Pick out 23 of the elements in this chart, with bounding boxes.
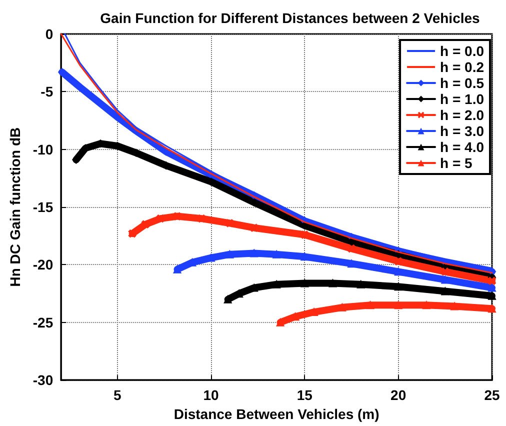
y-tick-label: -5 xyxy=(40,84,54,100)
x-tick-label: 25 xyxy=(484,387,500,404)
legend-label: h = 0.2 xyxy=(440,59,484,75)
legend-label: h = 0.5 xyxy=(440,75,484,91)
legend-label: h = 2.0 xyxy=(440,107,484,123)
y-tick-label: -20 xyxy=(32,256,54,273)
chart-title: Gain Function for Different Distances between 2 Vehicles xyxy=(100,10,480,26)
y-tick-label: -10 xyxy=(32,141,54,158)
legend-label: h = 1.0 xyxy=(440,91,484,107)
legend-label: h = 5 xyxy=(440,155,473,171)
x-tick-label: 15 xyxy=(296,387,313,404)
x-tick-label: 5 xyxy=(113,387,122,404)
x-tick-label: 20 xyxy=(390,387,406,404)
legend-label: h = 0.0 xyxy=(440,43,484,59)
y-tick-label: -25 xyxy=(32,314,54,330)
x-axis-title: Distance Between Vehicles (m) xyxy=(174,406,380,422)
y-tick-label: -15 xyxy=(32,199,54,216)
y-tick-label: -30 xyxy=(32,372,54,388)
y-tick-label: 0 xyxy=(45,26,54,42)
y-axis-title: Hn DC Gain function dB xyxy=(7,127,23,287)
legend-label: h = 4.0 xyxy=(440,139,484,155)
x-tick-label: 10 xyxy=(203,387,219,404)
legend-label: h = 3.0 xyxy=(440,123,484,139)
